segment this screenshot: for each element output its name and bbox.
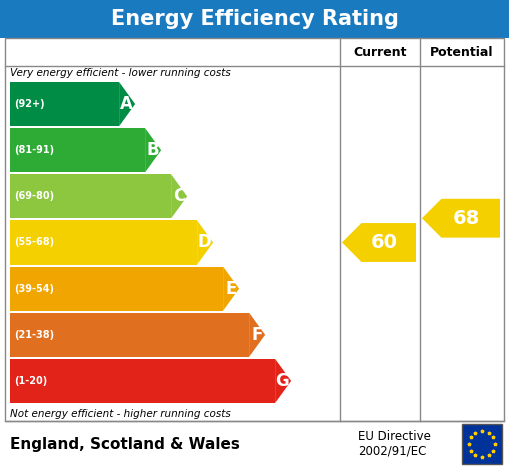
Text: F: F: [252, 326, 263, 344]
Text: 2002/91/EC: 2002/91/EC: [358, 445, 427, 458]
Bar: [10, 313, 249, 357]
Text: C: C: [173, 187, 185, 205]
Polygon shape: [197, 220, 213, 265]
Polygon shape: [119, 82, 135, 126]
Polygon shape: [171, 174, 187, 219]
Polygon shape: [145, 128, 161, 172]
Text: G: G: [275, 372, 289, 390]
Bar: [0, 0, 509, 38]
Text: Potential: Potential: [430, 45, 494, 58]
Text: (1-20): (1-20): [14, 376, 47, 386]
Text: (69-80): (69-80): [14, 191, 54, 201]
Text: 60: 60: [371, 233, 398, 252]
Polygon shape: [342, 223, 416, 262]
Text: 68: 68: [453, 209, 479, 228]
Polygon shape: [275, 359, 291, 403]
Text: B: B: [147, 141, 159, 159]
Text: (92+): (92+): [14, 99, 45, 109]
Bar: [10, 82, 119, 126]
Bar: [10, 267, 223, 311]
Text: Energy Efficiency Rating: Energy Efficiency Rating: [110, 9, 399, 29]
Text: England, Scotland & Wales: England, Scotland & Wales: [10, 437, 240, 452]
Polygon shape: [249, 313, 265, 357]
Text: Very energy efficient - lower running costs: Very energy efficient - lower running co…: [10, 68, 231, 78]
Text: Current: Current: [353, 45, 407, 58]
Text: Not energy efficient - higher running costs: Not energy efficient - higher running co…: [10, 409, 231, 419]
Polygon shape: [422, 199, 500, 238]
Bar: [10, 359, 275, 403]
Text: A: A: [120, 95, 133, 113]
Bar: [10, 220, 197, 265]
Bar: [10, 128, 145, 172]
Text: EU Directive: EU Directive: [358, 431, 431, 444]
Text: (81-91): (81-91): [14, 145, 54, 155]
Bar: [5, 38, 504, 421]
Bar: [462, 424, 502, 464]
Bar: [10, 174, 171, 219]
Polygon shape: [223, 267, 239, 311]
Text: E: E: [226, 280, 237, 297]
Text: D: D: [197, 234, 211, 252]
Text: (55-68): (55-68): [14, 238, 54, 248]
Text: (39-54): (39-54): [14, 283, 54, 294]
Text: (21-38): (21-38): [14, 330, 54, 340]
